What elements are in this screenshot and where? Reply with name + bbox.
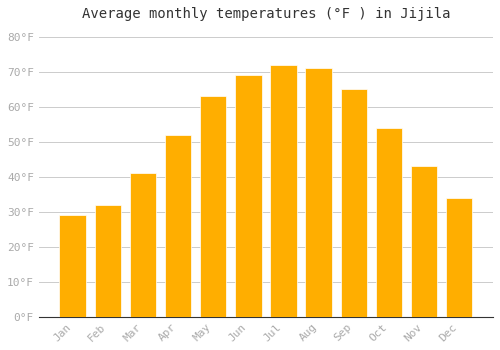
Bar: [376, 128, 402, 317]
Bar: [60, 215, 86, 317]
Bar: [270, 65, 296, 317]
Bar: [94, 205, 121, 317]
Bar: [446, 198, 472, 317]
Bar: [306, 68, 332, 317]
Bar: [340, 89, 367, 317]
Bar: [200, 96, 226, 317]
Title: Average monthly temperatures (°F ) in Jijila: Average monthly temperatures (°F ) in Ji…: [82, 7, 450, 21]
Bar: [130, 173, 156, 317]
Bar: [235, 75, 262, 317]
Bar: [165, 135, 191, 317]
Bar: [411, 166, 438, 317]
